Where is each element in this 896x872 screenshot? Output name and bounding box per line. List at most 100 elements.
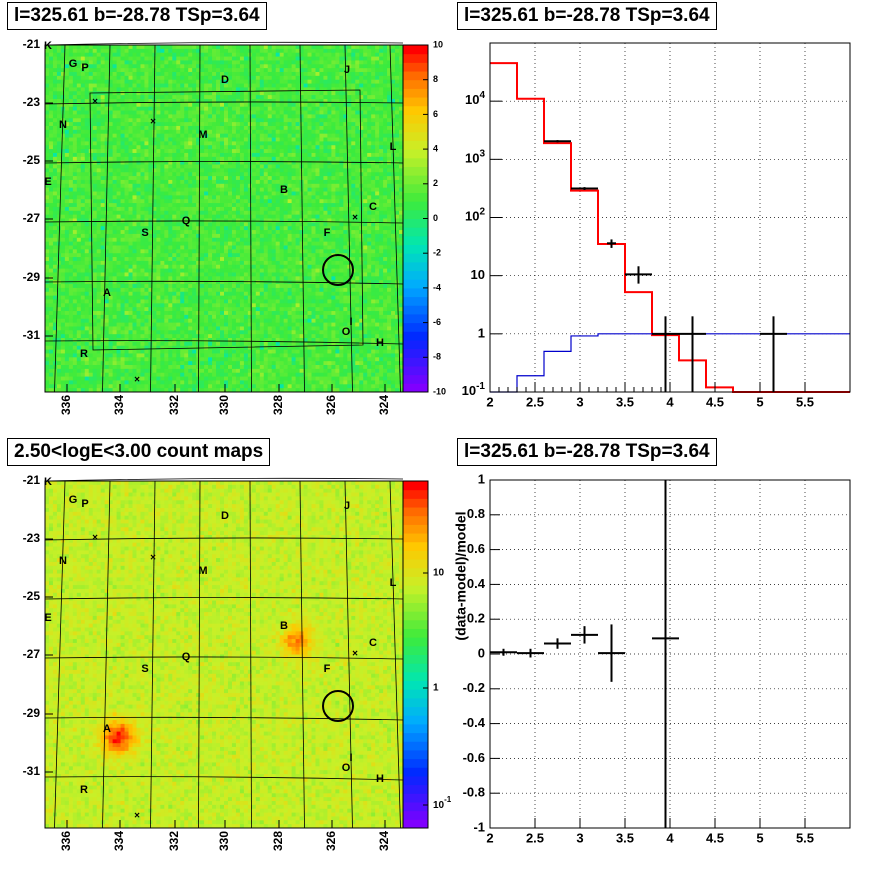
colorbar-tick-label: 8: [433, 74, 438, 84]
colorbar-cell: [403, 723, 428, 734]
y-tick-label: -29: [23, 706, 41, 720]
source-circle: [322, 254, 354, 286]
colorbar-cell: [403, 515, 428, 525]
colorbar-cell: [403, 654, 428, 664]
cross-marker: ×: [134, 811, 140, 822]
data-point: [652, 480, 679, 828]
y-tick-label: -25: [23, 589, 41, 603]
y-tick-label: 10: [471, 267, 485, 282]
bottom-right-panel-title: l=325.61 b=-28.78 TSp=3.64: [457, 438, 717, 466]
colorbar-cell: [403, 801, 428, 812]
colorbar-cell: [403, 611, 428, 621]
source-label-S: S: [141, 227, 148, 239]
colorbar-cell: [403, 105, 428, 115]
x-tick-label: 5: [756, 830, 763, 845]
source-label-A: A: [103, 723, 111, 735]
source-label-O: O: [342, 326, 351, 338]
data-point: [760, 316, 787, 392]
y-tick-label: 0.2: [467, 611, 485, 626]
colorbar-cell: [403, 784, 428, 794]
colorbar-cell: [403, 645, 428, 656]
data-point: [571, 187, 598, 191]
grid-line: [389, 44, 401, 393]
data-point: [571, 626, 598, 644]
residual-plot: [489, 479, 851, 829]
colorbar-cell: [403, 296, 428, 306]
roi-boundary: [89, 89, 364, 351]
colorbar-tick-label: 10-1: [433, 795, 452, 811]
y-tick-label: 0: [478, 645, 485, 660]
source-label-Q: Q: [182, 651, 191, 663]
colorbar-cell: [403, 357, 428, 367]
y-tick-label: -1: [473, 819, 485, 834]
source-label-A: A: [103, 287, 111, 299]
colorbar-cell: [403, 71, 428, 81]
x-tick-label: 3: [576, 830, 583, 845]
colorbar-cell: [403, 348, 428, 358]
colorbar-cell: [403, 218, 428, 228]
x-tick-label: 324: [377, 831, 391, 851]
y-tick-label: -0.2: [463, 680, 485, 695]
source-label-D: D: [221, 74, 229, 86]
x-tick-label: 2.5: [526, 830, 544, 845]
cross-marker: ×: [150, 117, 156, 128]
colorbar-cell: [403, 305, 428, 315]
source-label-L: L: [390, 577, 397, 589]
data-point: [598, 624, 625, 682]
source-label-N: N: [59, 119, 67, 131]
colorbar-cell: [403, 149, 428, 159]
source-label-H: H: [376, 337, 384, 349]
source-label-C: C: [369, 637, 377, 649]
source-label-E: E: [44, 612, 51, 624]
coordinate-grid: [44, 477, 404, 829]
colorbar-cell: [403, 227, 428, 237]
significance-map: [45, 45, 404, 393]
y-tick-label: -31: [23, 328, 41, 342]
source-label-H: H: [376, 773, 384, 785]
grid-line: [389, 480, 401, 829]
source-label-F: F: [324, 227, 331, 239]
colorbar-cell: [403, 166, 428, 176]
grid-line: [102, 480, 111, 829]
x-tick-label: 5: [756, 394, 763, 409]
x-tick-label: 4: [666, 830, 674, 845]
grid-line: [44, 340, 404, 345]
colorbar-cell: [403, 201, 428, 211]
colorbar-cell: [403, 279, 428, 289]
grid-line: [198, 44, 201, 393]
cross-marker: ×: [92, 533, 98, 544]
y-tick-label: -23: [23, 95, 41, 109]
grid-line: [44, 477, 404, 482]
y-tick-label: -31: [23, 764, 41, 778]
colorbar-cell: [403, 313, 428, 324]
colorbar-cell: [403, 157, 428, 167]
x-tick-label: 330: [217, 395, 231, 415]
x-tick-label: 336: [59, 395, 73, 415]
x-tick-label: 5.5: [796, 394, 814, 409]
colorbar-cell: [403, 680, 428, 690]
grid-line: [299, 44, 305, 393]
source-label-M: M: [198, 129, 207, 141]
cross-marker: ×: [92, 97, 98, 108]
colorbar-cell: [403, 706, 428, 716]
y-tick-label: -0.8: [463, 785, 485, 800]
colorbar-cell: [403, 524, 428, 534]
grid-line: [44, 537, 404, 541]
grid-line: [249, 44, 252, 393]
colorbar-cell: [403, 619, 428, 629]
colorbar-cell: [403, 689, 428, 699]
source-label-I: I: [349, 752, 352, 764]
y-tick-label: -0.4: [463, 715, 486, 730]
colorbar-cell: [403, 593, 428, 603]
source-label-N: N: [59, 555, 67, 567]
source-label-L: L: [390, 141, 397, 153]
top-right-panel-title: l=325.61 b=-28.78 TSp=3.64: [457, 2, 717, 30]
colorbar-cell: [403, 140, 428, 150]
source-label-M: M: [198, 565, 207, 577]
x-tick-label: 334: [112, 395, 126, 415]
source-label-Q: Q: [182, 215, 191, 227]
x-tick-label: 332: [167, 831, 181, 851]
y-tick-label: 104: [465, 90, 485, 108]
colorbar-cell: [403, 235, 428, 246]
